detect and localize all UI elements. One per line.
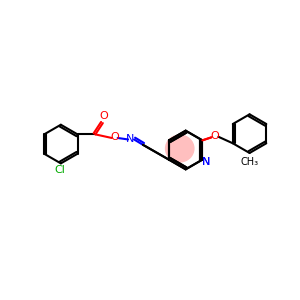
Text: N: N [125, 134, 134, 144]
Text: O: O [110, 132, 119, 142]
Text: O: O [99, 111, 108, 121]
Ellipse shape [165, 134, 195, 163]
Text: N: N [202, 157, 210, 167]
Text: O: O [211, 131, 219, 141]
Text: Cl: Cl [54, 165, 65, 175]
Text: CH₃: CH₃ [241, 157, 259, 166]
Text: N: N [202, 157, 210, 167]
